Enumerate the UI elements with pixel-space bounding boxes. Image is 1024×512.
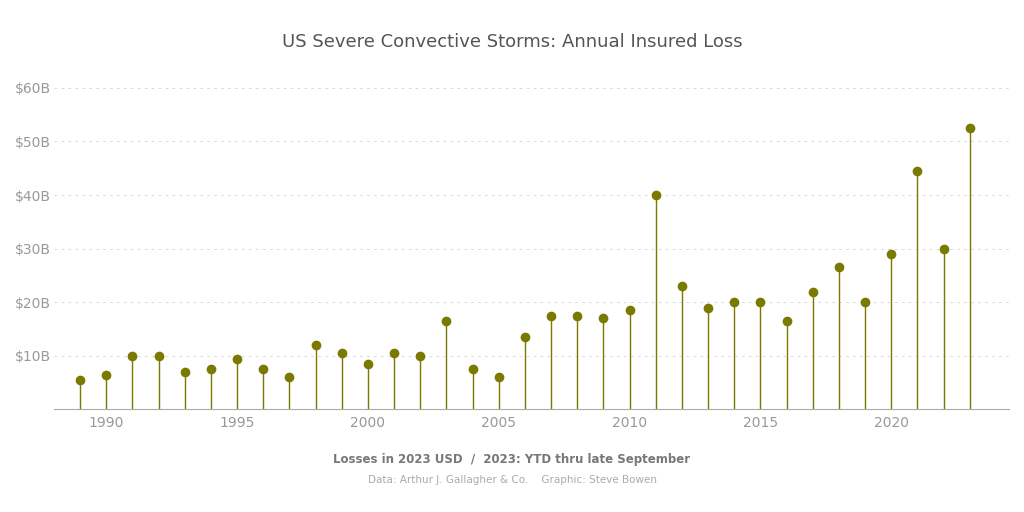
Text: Data: Arthur J. Gallagher & Co.    Graphic: Steve Bowen: Data: Arthur J. Gallagher & Co. Graphic:… — [368, 475, 656, 485]
Text: US Severe Convective Storms: Annual Insured Loss: US Severe Convective Storms: Annual Insu… — [282, 33, 742, 51]
Text: Losses in 2023 USD  /  2023: YTD thru late September: Losses in 2023 USD / 2023: YTD thru late… — [334, 453, 690, 466]
